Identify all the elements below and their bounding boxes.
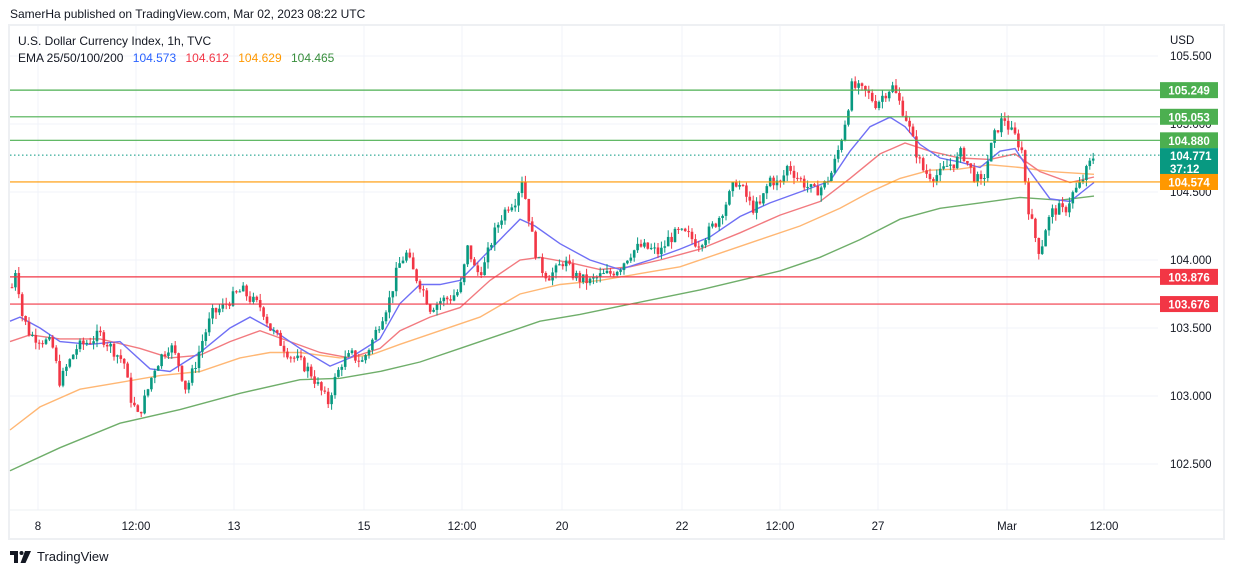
time-tick: 12:00 xyxy=(1090,521,1119,533)
grid xyxy=(10,26,1158,510)
ema100-value: 104.629 xyxy=(238,51,282,65)
price-tick: 104.000 xyxy=(1170,255,1212,267)
horizontal-levels[interactable]: 105.249 105.053 104.880 104.574 103.876 103.6… xyxy=(10,82,1218,313)
ema200-value: 104.465 xyxy=(290,51,335,65)
brand-name: TradingView xyxy=(37,549,109,564)
price-tag xyxy=(1160,296,1218,313)
price-tag-label: 103.876 xyxy=(1168,272,1210,284)
ema-label: EMA 25/50/100/200 xyxy=(18,51,124,65)
last-price-label: 104.771 xyxy=(1170,151,1212,163)
ema25-line xyxy=(9,116,1095,373)
candles xyxy=(10,76,1095,418)
price-tag-label: 103.676 xyxy=(1168,300,1210,312)
price-tick: 103.500 xyxy=(1170,323,1212,335)
ema-legend-row[interactable]: EMA 25/50/100/200 104.573 104.612 104.62… xyxy=(18,50,340,67)
price-tick: 105.500 xyxy=(1170,51,1212,63)
price-tag-label: 104.880 xyxy=(1168,136,1210,148)
price-tag xyxy=(1160,132,1218,149)
ema25-value: 104.573 xyxy=(132,51,177,65)
price-tag xyxy=(1160,82,1218,99)
currency-label: USD xyxy=(1170,35,1194,47)
publisher-line: SamerHa published on TradingView.com, Ma… xyxy=(10,7,366,21)
ema200-line xyxy=(9,195,1095,472)
time-tick: 15 xyxy=(358,521,371,533)
chart-frame xyxy=(8,24,1225,540)
price-tag xyxy=(1160,108,1218,125)
ema-lines xyxy=(9,116,1095,472)
time-tick: 12:00 xyxy=(766,521,795,533)
price-tag-label: 105.249 xyxy=(1168,86,1210,98)
time-tick: 12:00 xyxy=(448,521,477,533)
time-axis[interactable]: 8 12:00 13 15 12:00 20 22 12:00 27 Mar 12:00 xyxy=(35,521,1119,533)
time-tick: 20 xyxy=(556,521,569,533)
ema50-value: 104.612 xyxy=(185,51,229,65)
price-tag xyxy=(1160,268,1218,285)
time-tick: 22 xyxy=(676,521,689,533)
time-tick: 8 xyxy=(35,521,41,533)
symbol-title[interactable]: U.S. Dollar Currency Index, 1h, TVC xyxy=(18,34,212,48)
svg-text:104.574: 104.574 xyxy=(1168,177,1210,189)
time-tick: 27 xyxy=(872,521,885,533)
ema100-line xyxy=(9,164,1095,431)
bar-countdown: 37:12 xyxy=(1170,164,1199,176)
chart-legend: U.S. Dollar Currency Index, 1h, TVC EMA … xyxy=(18,33,340,67)
price-tick: 103.000 xyxy=(1170,391,1212,403)
price-tick: 104.500 xyxy=(1170,187,1212,199)
tradingview-brand[interactable]: TradingView xyxy=(10,549,109,564)
price-axis[interactable]: USD105.500105.000104.500104.000103.50010… xyxy=(1170,35,1212,471)
time-tick: Mar xyxy=(997,521,1017,533)
time-tick: 12:00 xyxy=(122,521,151,533)
tradingview-logo-icon xyxy=(10,550,31,563)
price-tick: 102.500 xyxy=(1170,459,1212,471)
time-tick: 13 xyxy=(228,521,241,533)
price-tag-label: 105.053 xyxy=(1168,112,1210,124)
ema50-line xyxy=(9,142,1095,359)
